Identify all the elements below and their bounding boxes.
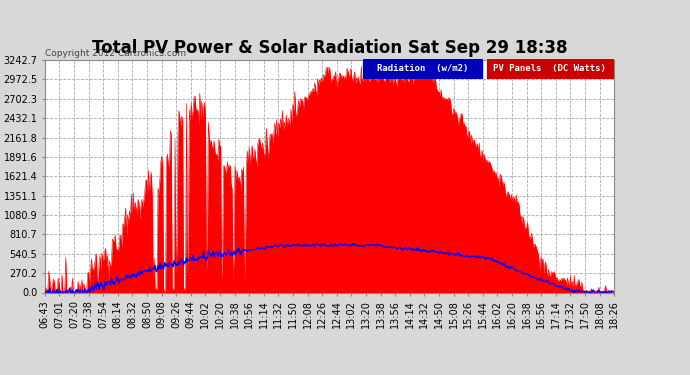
FancyBboxPatch shape [486,58,614,79]
Text: Copyright 2012 Cartronics.com: Copyright 2012 Cartronics.com [45,49,186,58]
FancyBboxPatch shape [362,58,483,79]
Title: Total PV Power & Solar Radiation Sat Sep 29 18:38: Total PV Power & Solar Radiation Sat Sep… [92,39,567,57]
Text: PV Panels  (DC Watts): PV Panels (DC Watts) [493,64,607,73]
Text: Radiation  (w/m2): Radiation (w/m2) [377,64,469,73]
